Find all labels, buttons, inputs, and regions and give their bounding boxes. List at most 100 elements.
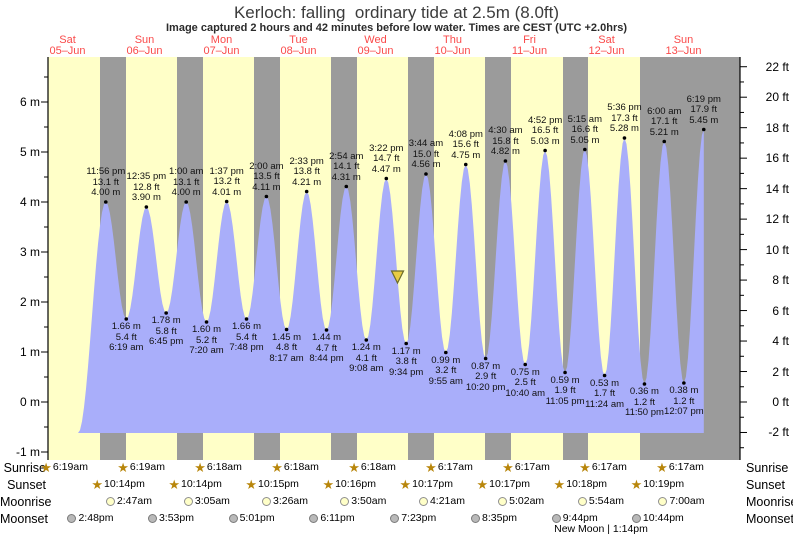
moonrise-icon	[418, 497, 428, 506]
astro-time: 10:19pm	[643, 478, 685, 490]
astro-time: 3:50am	[351, 495, 387, 507]
sunset-entry: ★ 10:19pm	[631, 478, 685, 491]
day-label: Sun 13–Jun	[665, 34, 702, 57]
sunset-entry: ★ 10:18pm	[554, 478, 608, 491]
sun-star-icon: ★	[194, 460, 206, 475]
tide-high-annotation: 4:08 pm 15.6 ft 4.75 m	[448, 128, 483, 161]
feet-tick-label: 22 ft	[765, 59, 789, 74]
moonset-entry: 3:53pm	[147, 512, 194, 525]
sunset-row-label: Sunset	[7, 478, 46, 492]
tide-low-annotation: 1.44 m 4.7 ft 8:44 pm	[309, 332, 344, 364]
feet-tick-label: 2 ft	[772, 364, 789, 379]
moonrise-icon	[577, 497, 587, 506]
moonrise-icon	[498, 497, 508, 506]
sun-star-icon: ★	[476, 477, 489, 492]
moonrise-icon	[658, 497, 668, 506]
tide-high-annotation: 1:00 am 13.1 ft 4.00 m	[169, 166, 204, 198]
astro-time: 2:48pm	[78, 512, 114, 524]
moonset-icon	[390, 514, 400, 523]
meter-tick-label: 4 m	[19, 195, 40, 209]
feet-tick-label: 0 ft	[772, 395, 789, 409]
sun-star-icon: ★	[553, 477, 566, 492]
tide-high-annotation: 2:33 pm 13.8 ft 4.21 m	[289, 155, 324, 188]
tide-low-annotation: 1.66 m 5.4 ft 7:48 pm	[229, 321, 264, 353]
moonrise-icon	[183, 497, 193, 506]
moonrise-row-label-right: Moonrise	[746, 495, 793, 509]
astro-time: 6:11pm	[320, 512, 355, 524]
sunset-entry: ★ 10:16pm	[322, 478, 376, 491]
astro-time: 7:23pm	[401, 512, 437, 524]
moonrise-entry: 2:47am	[105, 495, 152, 508]
moonrise-entry: 7:00am	[658, 495, 704, 508]
meter-tick-label: -1 m	[16, 445, 40, 459]
sun-star-icon: ★	[630, 477, 643, 492]
day-label: Wed 09–Jun	[357, 34, 394, 57]
day-label: Sat 12–Jun	[588, 34, 625, 57]
tide-low-annotation: 1.78 m 5.8 ft 6:45 pm	[148, 315, 184, 347]
astro-time: 7:00am	[669, 495, 705, 507]
sun-star-icon: ★	[117, 460, 129, 475]
tide-low-annotation: 0.87 m 2.9 ft 10:20 pm	[465, 360, 506, 393]
moonset-icon	[551, 514, 561, 523]
tide-low-annotation: 1.24 m 4.1 ft 9:08 am	[349, 342, 384, 374]
night-band	[408, 57, 435, 460]
sun-star-icon: ★	[91, 477, 103, 492]
sunset-entry: ★ 10:15pm	[245, 478, 299, 491]
day-label: Mon 07–Jun	[203, 34, 240, 57]
sun-star-icon: ★	[322, 477, 335, 492]
feet-tick-label: 10 ft	[765, 242, 789, 257]
tide-low-annotation: 1.66 m 5.4 ft 6:19 am	[109, 321, 144, 353]
astro-time: 6:17am	[437, 461, 473, 473]
sunrise-entry: ★ 6:19am	[40, 461, 88, 474]
tide-low-annotation: 0.75 m 2.5 ft 10:40 am	[505, 366, 546, 399]
moonrise-row-label: Moonrise	[0, 495, 52, 509]
moonset-entry: 9:44pm	[551, 512, 598, 525]
feet-tick-label: 14 ft	[765, 181, 789, 196]
moonset-entry: 7:23pm	[390, 512, 436, 525]
tide-high-annotation: 5:15 am 16.6 ft 5.05 m	[567, 113, 603, 146]
page-title: Kerloch: falling ordinary tide at 2.5m (…	[233, 3, 560, 22]
moonset-icon	[228, 514, 238, 523]
astro-time: 3:26am	[273, 495, 309, 507]
tide-low-annotation: 1.45 m 4.8 ft 8:17 am	[269, 331, 304, 364]
sun-star-icon: ★	[271, 460, 283, 475]
sun-star-icon: ★	[579, 460, 591, 475]
sun-star-icon: ★	[399, 477, 412, 492]
sun-star-icon: ★	[502, 460, 514, 475]
sunrise-entry: ★ 6:17am	[579, 461, 627, 474]
sunrise-entry: ★ 6:19am	[117, 461, 165, 474]
day-label: Thu 10–Jun	[434, 34, 471, 57]
moonset-icon	[309, 514, 319, 523]
tide-high-annotation: 5:36 pm 17.3 ft 5.28 m	[607, 102, 642, 134]
sunset-entry: ★ 10:17pm	[399, 478, 453, 491]
astro-time: 10:18pm	[566, 478, 608, 490]
sun-star-icon: ★	[656, 460, 668, 475]
sunrise-row-label-right: Sunrise	[746, 461, 789, 475]
moonrise-icon	[340, 497, 350, 506]
sun-star-icon: ★	[348, 460, 360, 475]
feet-tick-label: 4 ft	[772, 334, 789, 349]
moonset-entry: 5:01pm	[228, 512, 275, 525]
night-band	[485, 57, 512, 460]
tide-low-annotation: 0.59 m 1.9 ft 11:05 pm	[545, 374, 585, 407]
sunset-entry: ★ 10:14pm	[91, 478, 145, 491]
astro-time: 6:19am	[129, 461, 165, 473]
night-band	[100, 57, 127, 460]
sunset-row-label-right: Sunset	[746, 478, 785, 492]
chart-subtitle: Image captured 2 hours and 42 minutes be…	[165, 22, 628, 34]
moonset-entry: 2:48pm	[67, 512, 114, 525]
sunrise-entry: ★ 6:17am	[502, 461, 550, 474]
tide-high-annotation: 1:37 pm 13.2 ft 4.01 m	[209, 165, 244, 198]
moonset-icon	[631, 514, 641, 523]
feet-tick-label: 6 ft	[772, 303, 789, 318]
sunset-entry: ★ 10:14pm	[168, 478, 222, 491]
feet-tick-label: 20 ft	[765, 90, 789, 105]
tide-low-annotation: 0.36 m 1.2 ft 11:50 pm	[625, 386, 664, 418]
tide-high-annotation: 6:00 am 17.1 ft 5.21 m	[647, 105, 682, 138]
feet-tick-label: 12 ft	[765, 212, 789, 227]
moonset-entry: 8:35pm	[471, 512, 517, 525]
moonset-icon	[147, 514, 157, 523]
moonset-entry: 6:11pm	[309, 512, 355, 525]
astro-time: 9:44pm	[562, 512, 598, 524]
